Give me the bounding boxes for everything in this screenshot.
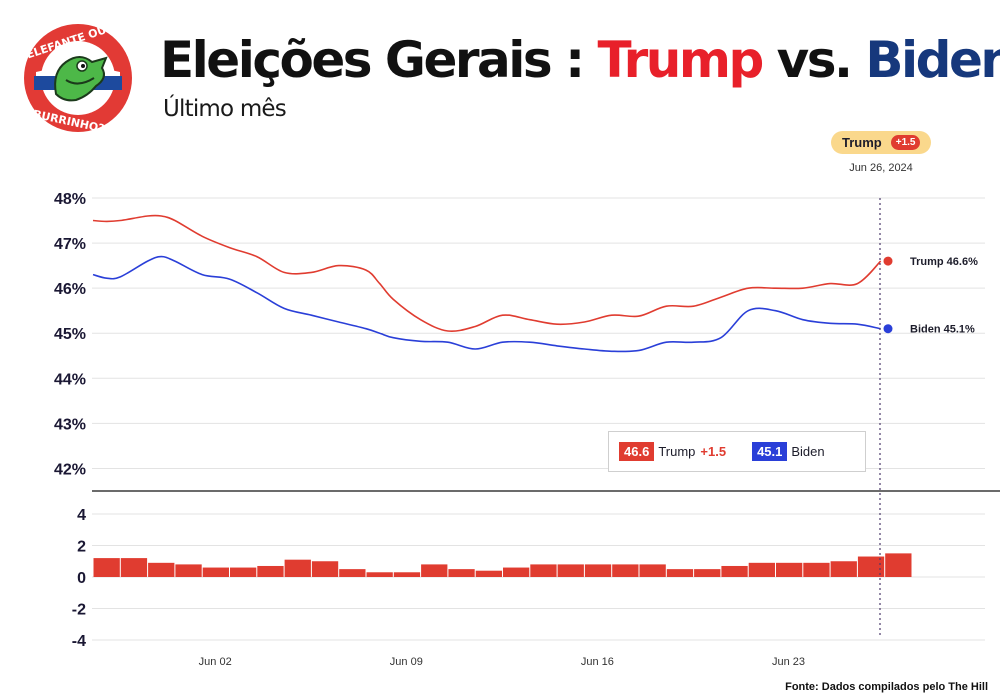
margin-bar[interactable] <box>393 572 421 577</box>
margin-bar[interactable] <box>257 565 284 577</box>
margin-bar[interactable] <box>748 562 775 577</box>
end-label-biden: Biden 45.1% <box>910 324 975 336</box>
legend-item-biden: 45.1 Biden <box>752 442 825 461</box>
title-biden: Biden <box>865 31 1000 89</box>
lead-badge-value: +1.5 <box>890 135 921 150</box>
margin-bar[interactable] <box>311 561 339 577</box>
margin-bar[interactable] <box>339 569 366 577</box>
margin-bar[interactable] <box>885 553 912 577</box>
margin-bar[interactable] <box>803 562 830 577</box>
title-main: Eleições Gerais : <box>160 31 598 89</box>
margin-bar[interactable] <box>421 564 448 577</box>
y-tick-label: 45% <box>54 326 86 343</box>
x-tick-label: Jun 23 <box>772 656 805 668</box>
y-tick-label: 46% <box>54 281 86 298</box>
margin-bar[interactable] <box>721 565 748 577</box>
margin-bar[interactable] <box>475 570 502 577</box>
gator-icon <box>54 56 108 102</box>
bar-y-tick-label: 0 <box>77 570 86 587</box>
hover-date-label: Jun 26, 2024 <box>849 162 913 174</box>
chart-title: Eleições Gerais : Trump vs. Biden <box>160 28 1000 92</box>
legend-trump-value: 46.6 <box>619 442 655 461</box>
legend-biden-value: 45.1 <box>752 442 788 461</box>
margin-bar[interactable] <box>93 558 120 577</box>
margin-bar[interactable] <box>666 569 694 577</box>
margin-bar[interactable] <box>503 567 530 577</box>
margin-bar[interactable] <box>830 561 857 577</box>
x-tick-label: Jun 02 <box>199 656 232 668</box>
x-tick-label: Jun 16 <box>581 656 614 668</box>
lead-badge-leader: Trump <box>842 135 882 150</box>
legend-item-trump: 46.6 Trump +1.5 <box>619 442 726 461</box>
margin-bar[interactable] <box>230 567 257 577</box>
title-trump: Trump <box>597 31 764 89</box>
y-tick-label: 42% <box>54 461 86 478</box>
margin-bar[interactable] <box>530 564 557 577</box>
margin-bar[interactable] <box>776 562 803 577</box>
margin-bar[interactable] <box>584 564 612 577</box>
margin-bar[interactable] <box>694 569 721 577</box>
end-label-trump: Trump 46.6% <box>910 256 978 268</box>
margin-bar[interactable] <box>148 562 175 577</box>
elefante-ou-burrinho-logo: ELEFANTE OU BURRINHO? <box>24 23 132 134</box>
x-tick-label: Jun 09 <box>390 656 423 668</box>
y-tick-label: 48% <box>54 191 86 208</box>
series-line-trump[interactable] <box>92 214 882 333</box>
y-tick-label: 44% <box>54 371 86 388</box>
margin-bar[interactable] <box>175 564 202 577</box>
legend-trump-name: Trump <box>658 444 696 459</box>
margin-bar[interactable] <box>202 567 229 577</box>
end-marker-trump[interactable] <box>883 256 893 266</box>
margin-bar[interactable] <box>557 564 584 577</box>
bar-y-tick-label: -4 <box>72 633 86 650</box>
y-tick-label: 43% <box>54 416 86 433</box>
margin-bar[interactable] <box>120 558 148 577</box>
end-marker-biden[interactable] <box>883 324 893 334</box>
margin-bar[interactable] <box>284 559 311 577</box>
legend-biden-name: Biden <box>791 444 825 459</box>
chart-subtitle: Último mês <box>163 96 287 122</box>
margin-bar[interactable] <box>857 556 885 577</box>
legend-trump-delta: +1.5 <box>700 444 727 459</box>
margin-bar[interactable] <box>639 564 666 577</box>
bar-y-tick-label: 2 <box>77 539 86 556</box>
source-note: Fonte: Dados compilados pelo The Hill <box>785 681 988 693</box>
lead-badge: Trump +1.5 <box>831 131 931 154</box>
bar-y-tick-label: -2 <box>72 602 86 619</box>
margin-bar[interactable] <box>448 569 475 577</box>
chart-legend: 46.6 Trump +1.5 45.1 Biden <box>608 431 866 472</box>
margin-bar[interactable] <box>612 564 639 577</box>
margin-bar[interactable] <box>366 572 393 577</box>
title-vs: vs. <box>761 31 866 89</box>
series-line-biden[interactable] <box>92 255 881 353</box>
y-tick-label: 47% <box>54 236 86 253</box>
bar-y-tick-label: 4 <box>77 507 86 524</box>
